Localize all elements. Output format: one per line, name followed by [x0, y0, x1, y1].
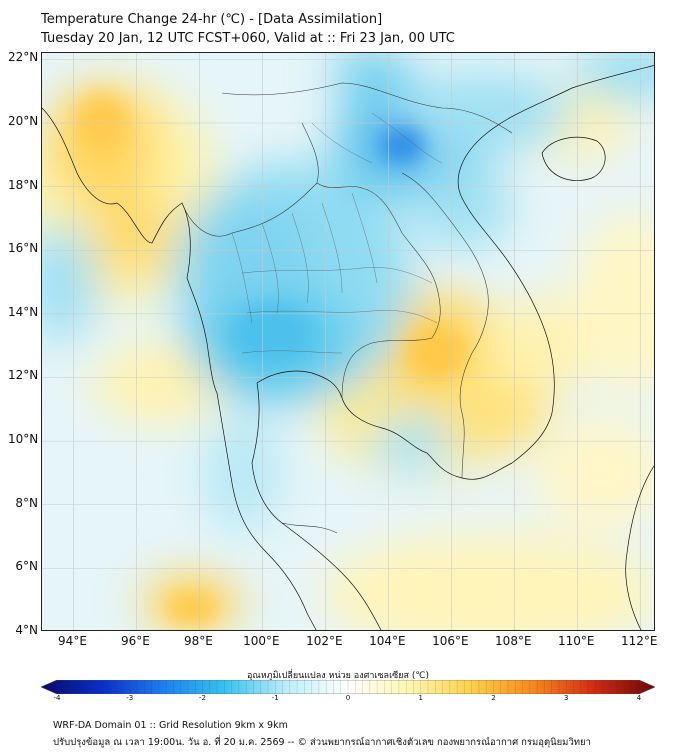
coastline-peninsula-east: [251, 382, 382, 630]
coastlines: [42, 65, 654, 630]
lon-tick-label: 106°E: [432, 634, 469, 648]
lon-tick-label: 104°E: [369, 634, 406, 648]
border-china: [221, 82, 513, 134]
map-title: Temperature Change 24-hr (℃) - [Data Ass…: [41, 12, 383, 27]
border-thailand-cambodia: [341, 337, 433, 399]
lat-tick-label: 18°N: [8, 177, 39, 192]
lat-tick-label: 6°N: [15, 559, 38, 574]
lon-tick-label: 108°E: [495, 634, 532, 648]
lon-tick-label: 110°E: [558, 634, 595, 648]
temperature-field: [42, 53, 654, 630]
lat-tick-label: 14°N: [8, 304, 39, 319]
border-myanmar-thailand: [181, 122, 319, 237]
lat-tick-label: 20°N: [8, 113, 39, 128]
colorbar-tick-label: 0: [345, 694, 351, 702]
colorbar-tick-label: 2: [491, 694, 496, 702]
lat-tick-label: 8°N: [15, 495, 38, 510]
colorbar-tick-label: 4: [636, 694, 642, 702]
lat-tick-label: 22°N: [8, 50, 39, 65]
lat-tick-label: 10°N: [8, 432, 39, 447]
coastline-vietnam: [457, 65, 654, 464]
lon-tick-label: 112°E: [621, 634, 658, 648]
colorbar-title: อุณหภูมิเปลี่ยนแปลง หน่วย องศาเซลเซียส (…: [246, 671, 430, 681]
colorbar-tick-label: 3: [564, 694, 569, 702]
footer-update-info: ปรับปรุงข้อมูล ณ เวลา 19:00น. วัน อ. ที่…: [53, 737, 591, 748]
graticule: [42, 53, 654, 630]
border-malaysia-thailand: [281, 522, 338, 534]
colorbar: [41, 680, 655, 694]
border-laos-vietnam: [401, 172, 489, 354]
temperature-change-map: [42, 53, 654, 630]
colorbar-tick-label: -2: [199, 694, 206, 702]
map-subtitle: Tuesday 20 Jan, 12 UTC FCST+060, Valid a…: [41, 31, 455, 46]
border-thailand-laos: [316, 182, 441, 339]
colorbar-bar: [41, 680, 655, 694]
lon-tick-label: 102°E: [306, 634, 343, 648]
province-borders: [231, 112, 443, 354]
lon-tick-label: 98°E: [183, 634, 213, 648]
colorbar-tick-label: -1: [271, 694, 279, 702]
country-borders: [181, 82, 513, 534]
temperature-field-detail: [77, 95, 467, 623]
coastline-myanmar-bay: [42, 107, 218, 394]
lat-tick-label: 12°N: [8, 368, 39, 383]
borneo-coast: [625, 465, 654, 630]
lat-tick-label: 4°N: [15, 623, 38, 637]
colorbar-tick-label: -3: [126, 694, 134, 702]
lat-tick-label: 16°N: [8, 241, 39, 256]
lon-tick-label: 94°E: [58, 634, 87, 648]
colorbar-tick-label: 1: [418, 694, 423, 702]
hainan-island: [541, 136, 606, 181]
footer-model-info: WRF-DA Domain 01 :: Grid Resolution 9km …: [53, 720, 288, 731]
coastline-peninsula-west: [216, 392, 317, 630]
colorbar-tick-label: -4: [53, 694, 61, 702]
map-panel: [41, 52, 655, 631]
border-cambodia-vietnam: [459, 352, 473, 479]
lon-tick-label: 96°E: [121, 634, 150, 648]
lon-tick-label: 100°E: [243, 634, 280, 648]
